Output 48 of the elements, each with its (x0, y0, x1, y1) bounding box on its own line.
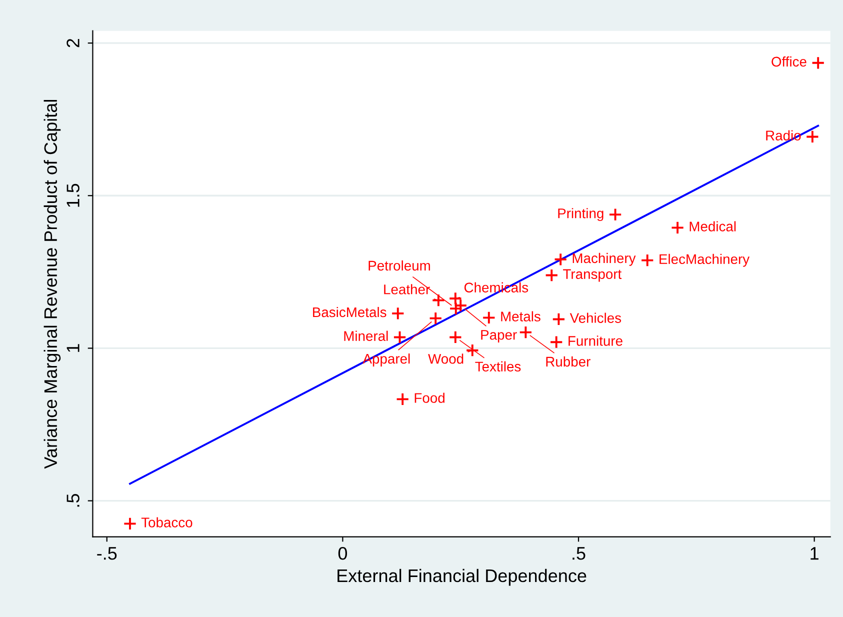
data-label: Furniture (568, 336, 622, 346)
data-label: Leather (384, 284, 430, 294)
data-label: Medical (690, 221, 736, 232)
data-label: BasicMetals (313, 306, 386, 318)
data-label: Metals (501, 311, 540, 322)
point (428, 312, 442, 326)
data-label: Petroleum (368, 260, 430, 271)
point (544, 268, 558, 282)
x-tick-label: 1 (810, 547, 818, 560)
point (550, 335, 564, 349)
y-tick-label: 1 (66, 344, 80, 352)
y-tick-label: .5 (66, 494, 80, 507)
data-label: Wood (428, 354, 464, 364)
point (392, 330, 407, 344)
x-tick-label: .5 (572, 547, 586, 560)
data-label: Food (414, 392, 444, 403)
point (608, 208, 622, 222)
point (123, 516, 137, 530)
point (396, 392, 410, 406)
y-tick-label: 1.5 (66, 184, 80, 207)
point (391, 306, 405, 320)
y-tick-label: 2 (66, 38, 80, 48)
data-label: Rubber (546, 356, 590, 367)
data-label: Machinery (572, 252, 636, 266)
data-label: Printing (558, 208, 604, 222)
point (640, 254, 654, 268)
point (448, 292, 462, 306)
x-tick-label: -.5 (97, 547, 117, 560)
point (811, 56, 825, 70)
data-label: Paper (481, 330, 517, 343)
data-label: Transport (563, 269, 622, 282)
point (432, 294, 446, 308)
data-label: Tobacco (141, 517, 192, 528)
data-label: Office (772, 56, 806, 67)
point (552, 312, 566, 326)
x-axis-title: External Financial Dependence (338, 568, 586, 586)
data-label: Mineral (344, 330, 388, 341)
point (448, 330, 462, 344)
y-axis-title: Variance Marginal Revenue Product of Capital (44, 100, 61, 469)
point (518, 326, 532, 340)
x-tick-label: 0 (338, 546, 348, 560)
point (670, 220, 684, 234)
point (482, 310, 496, 324)
data-label: ElecMachinery (660, 254, 750, 267)
data-label: Vehicles (570, 312, 622, 323)
point (806, 130, 820, 144)
data-label: Textiles (475, 361, 521, 372)
point (554, 252, 568, 266)
